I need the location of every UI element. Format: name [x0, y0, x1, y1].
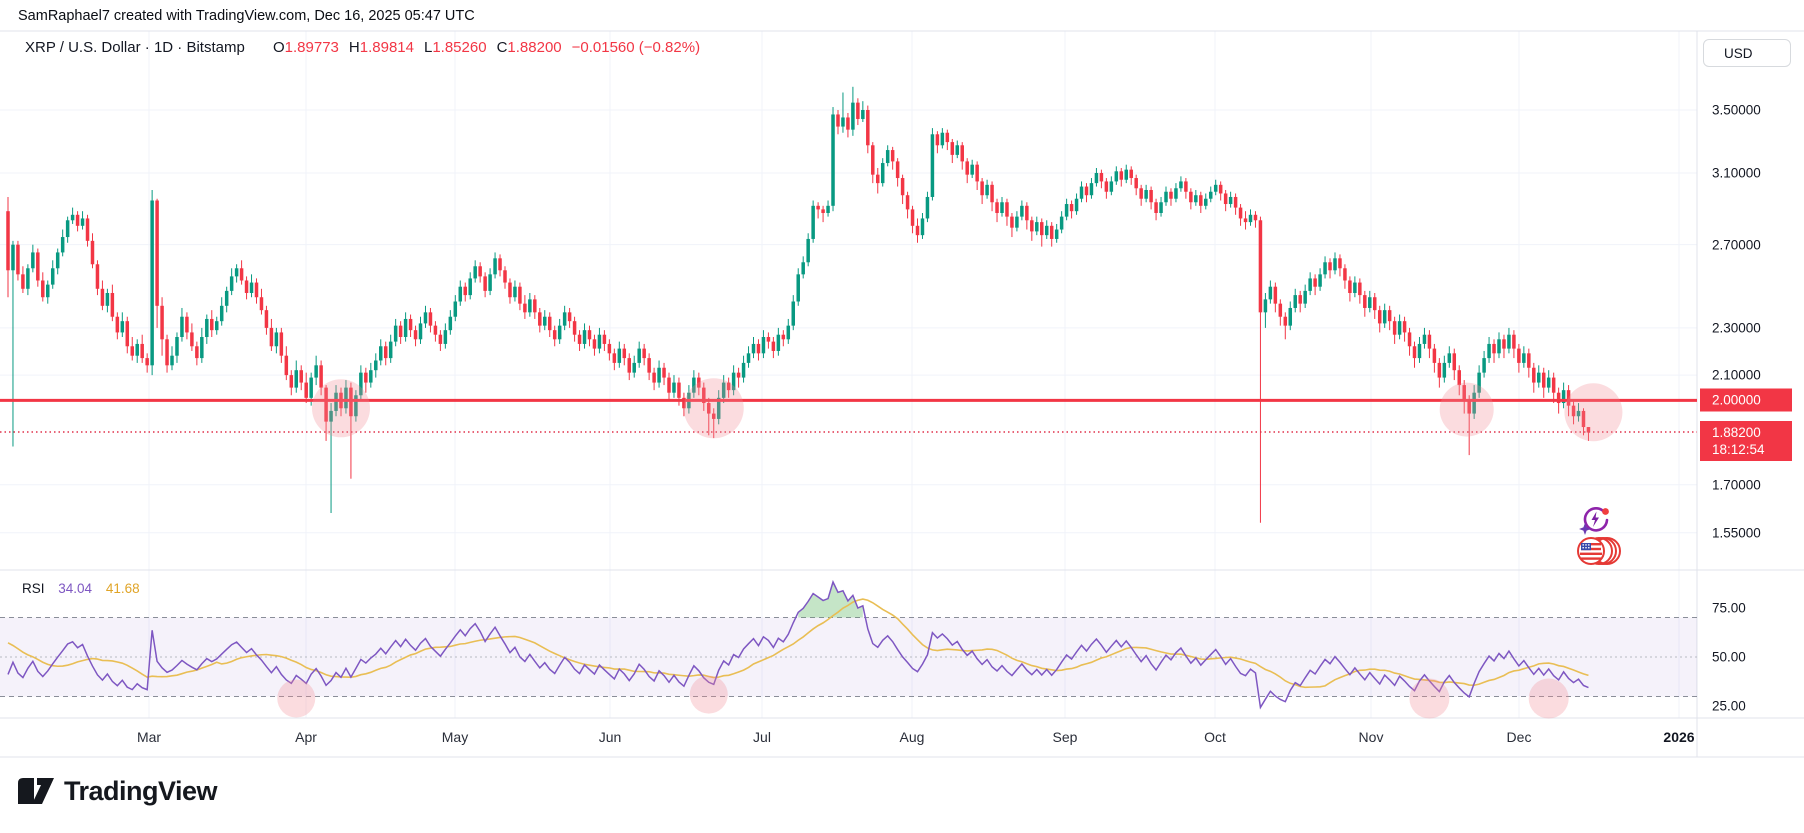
highlight-circle [1439, 382, 1494, 437]
highlight-circle-rsi [1528, 678, 1569, 719]
time-tick-Oct: Oct [1204, 729, 1226, 745]
rsi-tick-25.00: 25.00 [1712, 698, 1746, 714]
time-tick-May: May [441, 729, 469, 745]
rsi-indicator-legend[interactable]: RSI 34.04 41.68 [22, 581, 140, 596]
time-tick-Jun: Jun [598, 729, 622, 745]
time-tick-Dec: Dec [1506, 729, 1532, 745]
price-level-label-2.00: 2.00000 [1700, 388, 1792, 412]
rsi-line [7, 579, 1589, 710]
highlight-circle-rsi [689, 675, 728, 714]
rsi-name: RSI [22, 581, 45, 596]
highlight-circle [1564, 383, 1623, 442]
price-tick-2.30000: 2.30000 [1712, 320, 1761, 336]
highlight-circle-rsi [277, 679, 316, 718]
ohlc-key: L [423, 39, 433, 56]
time-tick-Jul: Jul [753, 729, 771, 745]
highlight-circle [311, 379, 370, 438]
ohlc-value: 1.85260 [432, 39, 487, 56]
attribution-text: SamRaphael7 created with TradingView.com… [18, 8, 475, 24]
time-tick-Mar: Mar [136, 729, 162, 745]
ohlc-value: 1.89814 [359, 39, 414, 56]
ohlc-value: 1.88200 [507, 39, 562, 56]
price-tick-1.70000: 1.70000 [1712, 477, 1761, 493]
highlight-circle [683, 378, 744, 439]
ai-refresh-lightning-icon [1578, 503, 1612, 542]
us-flag-coins-icon [1576, 536, 1622, 571]
time-tick-Apr: Apr [295, 729, 317, 745]
change-value: −0.01560 (−0.82%) [571, 39, 701, 56]
currency-toggle-button[interactable]: USD [1703, 39, 1791, 67]
ohlc-values: O1.89773 H1.89814 L1.85260 C1.88200 −0.01560… [263, 39, 700, 56]
symbol-title: XRP / U.S. Dollar · 1D · Bitstamp [25, 39, 245, 56]
ohlc-key: O [273, 39, 285, 56]
symbol-info-bar[interactable]: XRP / U.S. Dollar · 1D · Bitstamp O1.897… [25, 39, 700, 56]
rsi-ma-value: 41.68 [105, 581, 140, 596]
rsi-tick-50.00: 50.00 [1712, 649, 1746, 665]
time-tick-Aug: Aug [899, 729, 925, 745]
ohlc-value: 1.89773 [284, 39, 339, 56]
price-tick-2.10000: 2.10000 [1712, 367, 1761, 383]
price-tick-3.50000: 3.50000 [1712, 102, 1761, 118]
tradingview-logo-text: TradingView [64, 776, 218, 806]
rsi-tick-75.00: 75.00 [1712, 600, 1746, 616]
rsi-overbought-fill [798, 581, 863, 618]
ohlc-key: H [348, 39, 360, 56]
rsi-value: 34.04 [58, 581, 93, 596]
rsi-plot [7, 579, 1589, 710]
exchange-label: Bitstamp [186, 39, 245, 56]
highlight-circle-rsi [1409, 678, 1450, 719]
bar-countdown: 18:12:54 [1712, 441, 1765, 457]
ohlc-key: C [496, 39, 508, 56]
candlestick-series [6, 86, 1591, 523]
price-tick-1.55000: 1.55000 [1712, 525, 1761, 541]
tradingview-logo-mark [18, 778, 54, 804]
price-tick-3.10000: 3.10000 [1712, 165, 1761, 181]
interval-label: 1D [153, 39, 174, 56]
time-tick-2026: 2026 [1663, 729, 1695, 745]
price-tick-2.70000: 2.70000 [1712, 237, 1761, 253]
time-tick-Nov: Nov [1358, 729, 1384, 745]
rsi-ma-line [7, 598, 1589, 689]
last-price-label: 1.88200 18:12:54 [1700, 420, 1792, 461]
tradingview-logo[interactable]: TradingView [18, 776, 218, 807]
time-tick-Sep: Sep [1052, 729, 1078, 745]
